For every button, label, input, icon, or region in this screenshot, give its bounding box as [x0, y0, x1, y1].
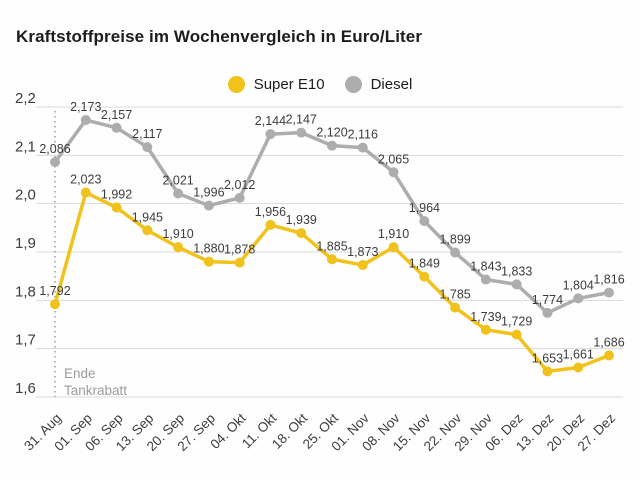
super-e10-point: [111, 202, 122, 213]
y-axis-label: 1,9: [15, 235, 36, 252]
super-e10-point: [542, 366, 553, 377]
super-e10-data-label: 1,992: [101, 188, 132, 202]
super-e10-point: [142, 225, 153, 236]
super-e10-point: [296, 228, 307, 239]
super-e10-data-label: 1,653: [532, 351, 563, 365]
diesel-data-label: 2,021: [162, 174, 193, 188]
diesel-data-label: 1,816: [593, 273, 624, 287]
diesel-data-label: 1,996: [193, 186, 224, 200]
diesel-point: [234, 192, 245, 203]
super-e10-data-label: 1,661: [563, 348, 594, 362]
diesel-data-label: 1,804: [563, 278, 594, 292]
y-axis-label: 2,0: [15, 187, 36, 204]
y-axis-label: 2,2: [15, 90, 36, 107]
super-e10-point: [573, 362, 584, 373]
super-e10-data-label: 1,939: [286, 213, 317, 227]
diesel-point: [173, 188, 184, 199]
y-axis-label: 1,8: [15, 283, 36, 300]
super-e10-data-label: 1,729: [501, 315, 532, 329]
super-e10-data-label: 1,880: [193, 242, 224, 256]
diesel-data-label: 1,843: [470, 260, 501, 274]
diesel-point: [604, 287, 614, 298]
diesel-point: [480, 274, 491, 285]
super-e10-point: [173, 242, 184, 253]
super-e10-data-label: 1,885: [316, 239, 347, 253]
chart-title: Kraftstoffpreise im Wochenvergleich in E…: [16, 27, 423, 46]
super-e10-point: [357, 260, 368, 271]
diesel-point: [50, 157, 60, 168]
legend-label-super-e10: Super E10: [253, 76, 325, 93]
y-axis-label: 1,7: [15, 332, 36, 349]
diesel-data-label: 2,012: [224, 178, 255, 192]
diesel-point: [265, 129, 276, 140]
super-e10-point: [604, 350, 614, 361]
y-axis-label: 1,6: [15, 380, 36, 397]
super-e10-point: [511, 329, 522, 340]
super-e10-point: [80, 187, 91, 198]
legend: Super E10 Diesel: [0, 76, 640, 93]
diesel-point: [296, 127, 307, 138]
super-e10-swatch-icon: [227, 76, 245, 93]
super-e10-data-label: 2,023: [70, 173, 101, 187]
diesel-data-label: 1,964: [409, 201, 440, 215]
diesel-data-label: 2,157: [101, 108, 132, 122]
super-e10-point: [265, 219, 276, 230]
super-e10-point: [388, 242, 399, 253]
super-e10-point: [234, 257, 245, 268]
super-e10-data-label: 1,873: [347, 245, 378, 259]
diesel-point: [203, 200, 214, 211]
tankrabatt-annotation-line1: Ende: [64, 366, 96, 381]
legend-label-diesel: Diesel: [370, 76, 413, 93]
diesel-data-label: 2,173: [70, 100, 101, 114]
super-e10-data-label: 1,739: [470, 310, 501, 324]
diesel-point: [327, 140, 337, 151]
super-e10-point: [327, 254, 337, 265]
super-e10-data-label: 1,849: [409, 257, 440, 271]
diesel-point: [388, 167, 399, 178]
super-e10-data-label: 1,792: [39, 284, 70, 298]
super-e10-data-label: 1,686: [593, 335, 624, 349]
diesel-point: [80, 115, 91, 126]
super-e10-data-label: 1,785: [439, 288, 470, 302]
diesel-point: [573, 293, 584, 304]
super-e10-data-label: 1,910: [162, 227, 193, 241]
super-e10-point: [480, 324, 491, 335]
super-e10-data-label: 1,945: [132, 210, 163, 224]
diesel-point: [142, 142, 153, 153]
super-e10-data-label: 1,956: [255, 205, 286, 219]
super-e10-point: [419, 271, 430, 282]
super-e10-data-label: 1,878: [224, 243, 255, 257]
diesel-point: [450, 247, 461, 258]
tankrabatt-annotation-line2: Tankrabatt: [64, 383, 127, 398]
super-e10-point: [50, 299, 60, 310]
diesel-data-label: 2,120: [316, 126, 347, 140]
diesel-swatch-icon: [344, 76, 362, 93]
super-e10-point: [450, 302, 461, 313]
diesel-data-label: 1,899: [439, 232, 470, 246]
diesel-data-label: 1,833: [501, 264, 532, 278]
legend-item-diesel: Diesel: [344, 76, 413, 93]
diesel-data-label: 2,147: [286, 113, 317, 127]
diesel-data-label: 2,086: [39, 142, 70, 156]
diesel-data-label: 1,774: [532, 293, 563, 307]
super-e10-data-label: 1,910: [378, 227, 409, 241]
diesel-point: [111, 122, 122, 133]
y-axis-label: 2,1: [15, 138, 36, 155]
diesel-point: [511, 279, 522, 290]
diesel-point: [419, 216, 430, 227]
diesel-data-label: 2,065: [378, 152, 409, 166]
legend-item-super-e10: Super E10: [227, 76, 325, 93]
super-e10-point: [203, 256, 214, 267]
diesel-data-label: 2,144: [255, 114, 286, 128]
diesel-point: [542, 307, 553, 318]
diesel-data-label: 2,117: [132, 127, 162, 141]
diesel-data-label: 2,116: [348, 128, 378, 142]
diesel-point: [357, 142, 368, 153]
